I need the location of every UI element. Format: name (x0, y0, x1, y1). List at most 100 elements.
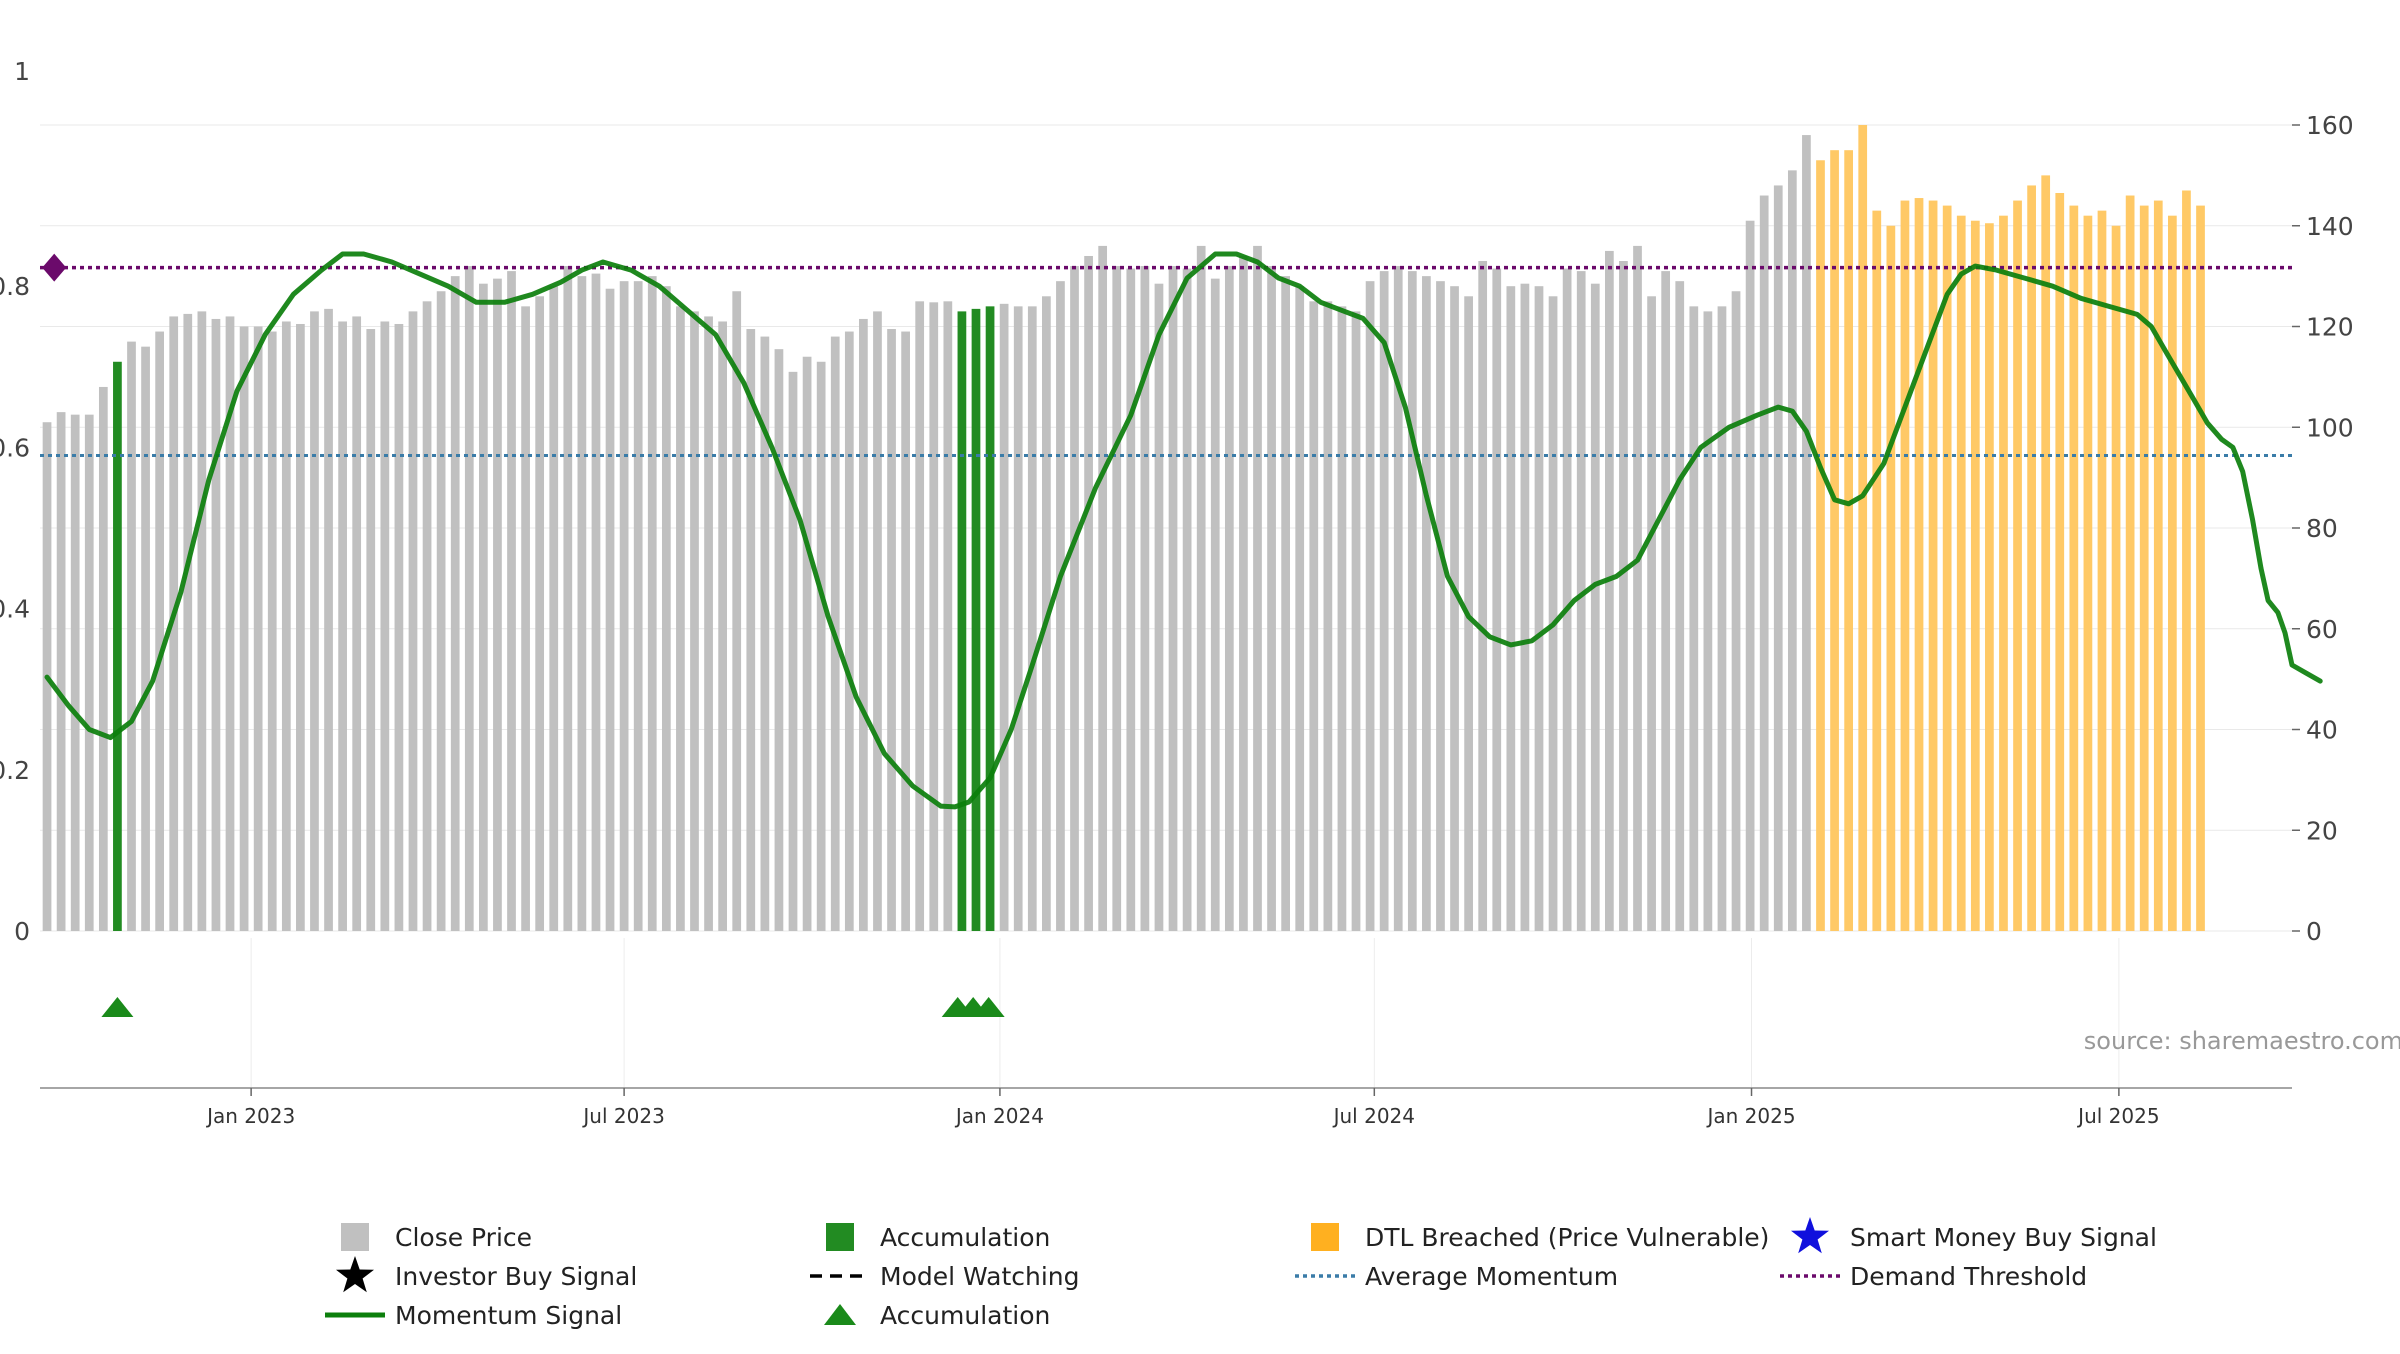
close-price-bar (1802, 135, 1811, 931)
legend-label: Model Watching (880, 1262, 1080, 1291)
close-price-bar (366, 329, 376, 931)
close-price-bar (619, 281, 629, 932)
close-price-bar (394, 323, 404, 931)
close-price-bar (70, 414, 80, 931)
close-price-bar (718, 321, 728, 931)
close-price-bar (760, 336, 770, 931)
close-price-bar (352, 316, 362, 931)
x-axis-tick-label: Jan 2023 (205, 1104, 295, 1128)
close-price-bar (1210, 278, 1220, 931)
close-price-bar (141, 346, 150, 931)
close-price-bar (1759, 195, 1769, 931)
dtl-breached-bar (2069, 205, 2079, 932)
legend-label: Demand Threshold (1850, 1262, 2087, 1291)
close-price-bar (281, 321, 291, 931)
close-price-bar (1633, 245, 1642, 931)
dtl-breached-bar (1816, 160, 1825, 931)
dtl-breached-bar (1858, 125, 1868, 931)
close-price-bar (1576, 271, 1586, 931)
dtl-breached-bar (1942, 205, 1952, 932)
close-price-bar (1745, 220, 1755, 931)
close-price-bar (943, 301, 953, 931)
signal-markers (101, 997, 1005, 1017)
close-price-bar (1365, 281, 1375, 932)
close-price-bar (999, 303, 1009, 931)
dtl-breached-bar (2153, 200, 2163, 931)
close-price-bar (661, 286, 671, 931)
close-price-bar (1196, 245, 1206, 931)
close-price-bar (1407, 271, 1417, 931)
dtl-breached-bar (2182, 190, 2191, 932)
close-price-bar (1450, 286, 1459, 931)
accumulation-bar (971, 308, 981, 931)
close-price-bar (1168, 266, 1178, 931)
close-price-bar (1703, 311, 1713, 931)
dtl-breached-bar (2196, 205, 2205, 932)
close-price-bar (1112, 266, 1122, 931)
dtl-breached-bar (1970, 220, 1980, 931)
right-axis-tick-label: 60 (2306, 615, 2338, 644)
right-axis-tick-label: 120 (2306, 313, 2354, 342)
dtl-breached-bar (2083, 215, 2093, 932)
right-axis-tick-label: 160 (2306, 111, 2354, 140)
close-price-bar (859, 318, 868, 932)
right-axis-tick-label: 100 (2306, 413, 2354, 442)
dtl-breached-bar (1914, 198, 1924, 931)
legend-label: Momentum Signal (395, 1301, 622, 1330)
close-price-bar (1534, 286, 1544, 931)
close-price-bar (1126, 268, 1136, 932)
close-price-bar (1309, 301, 1319, 931)
left-axis-tick-label: 0.8 (0, 272, 30, 301)
dtl-breached-bar (2027, 185, 2036, 931)
demand-threshold-marker (42, 253, 67, 282)
legend-label: DTL Breached (Price Vulnerable) (1365, 1223, 1769, 1252)
close-price-bar (239, 326, 249, 931)
x-axis-tick-label: Jan 2024 (954, 1104, 1044, 1128)
close-price-bar (563, 266, 573, 931)
close-price-bar (1787, 170, 1797, 931)
close-price-bar (549, 286, 559, 931)
legend-label: Average Momentum (1365, 1262, 1618, 1291)
close-price-bar (1253, 245, 1262, 931)
accumulation-marker (101, 997, 134, 1017)
x-axis-tick-label: Jan 2025 (1705, 1104, 1795, 1128)
legend-smart-money-star-icon (1791, 1217, 1829, 1254)
accumulation-marker (972, 997, 1005, 1017)
close-price-bar (507, 271, 516, 931)
close-price-bar (1478, 261, 1488, 931)
close-price-bar (521, 306, 530, 932)
close-price-bar (1084, 255, 1093, 932)
close-price-bar (901, 331, 910, 932)
left-axis-tick-label: 0 (14, 917, 30, 946)
close-price-bar (338, 321, 347, 931)
close-price-bar (1323, 301, 1333, 931)
close-price-bar (1661, 271, 1671, 931)
close-price-bar (1013, 306, 1023, 932)
close-price-bar (704, 316, 713, 931)
close-price-bar (450, 276, 460, 931)
close-price-bar (577, 276, 587, 931)
close-price-bar (1647, 296, 1656, 931)
close-price-bar (1070, 266, 1079, 931)
close-price-bar (225, 316, 235, 931)
source-label: source: sharemaestro.com (2084, 1027, 2400, 1055)
dtl-breached-bar (1985, 223, 1994, 931)
close-price-bar (1422, 276, 1431, 931)
close-price-bar (1492, 268, 1502, 932)
accumulation-bar (957, 311, 967, 931)
close-price-bar (732, 291, 742, 931)
close-price-bar (1295, 286, 1305, 931)
close-price-bar (211, 318, 221, 932)
accumulation-bar (985, 306, 995, 932)
close-price-bar (1224, 266, 1234, 931)
close-price-bar (253, 326, 263, 931)
close-price-bar (1590, 283, 1600, 931)
dtl-breached-bar (1900, 200, 1910, 931)
close-price-bar (1027, 306, 1037, 932)
dtl-breached-bar (2167, 215, 2177, 932)
close-price-bar (1337, 306, 1347, 932)
close-price-bar (1689, 306, 1699, 932)
close-price-bar (1548, 296, 1558, 931)
close-price-bar (380, 321, 390, 931)
